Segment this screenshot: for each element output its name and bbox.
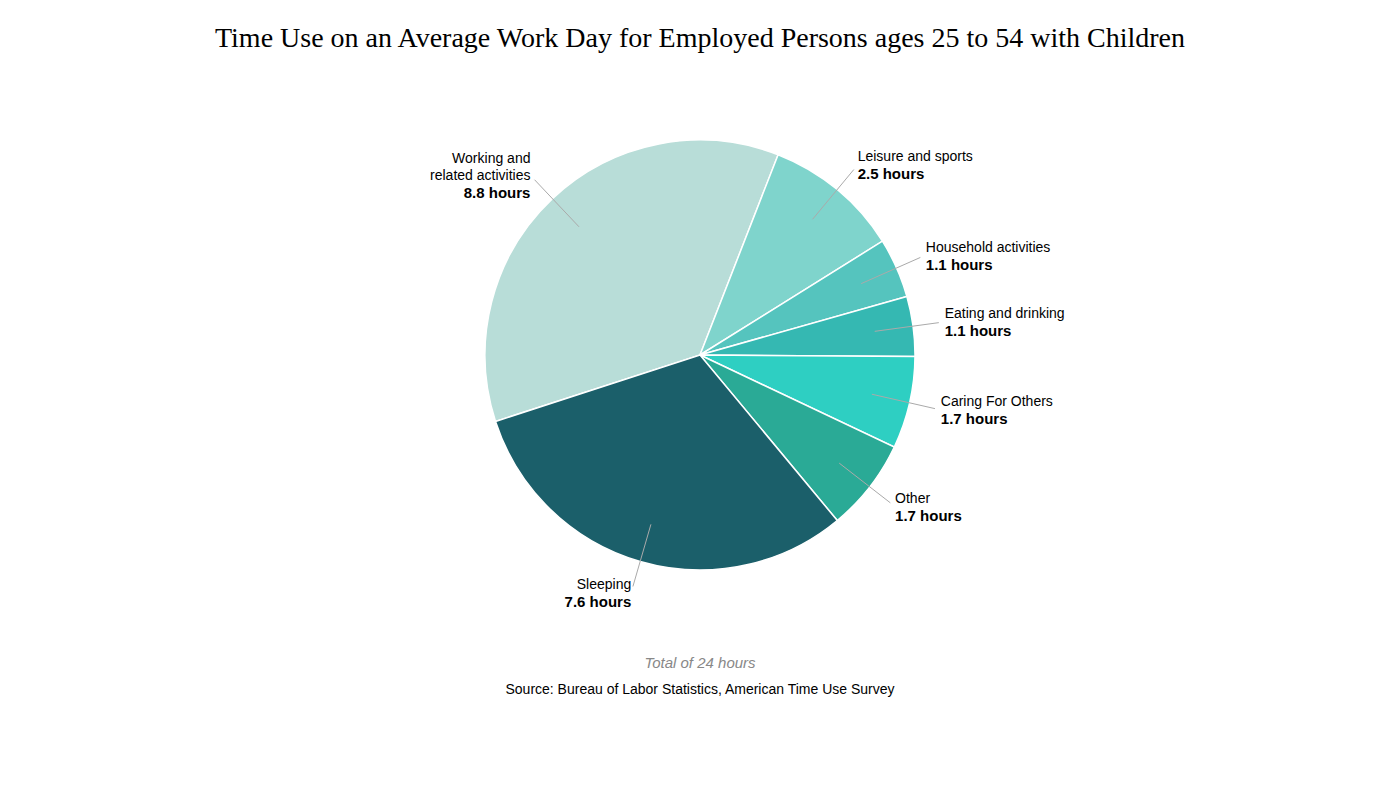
svg-text:Leisure and sports2.5 hours: Leisure and sports2.5 hours xyxy=(858,148,973,182)
svg-text:Other1.7 hours: Other1.7 hours xyxy=(895,490,962,524)
html-text:Total of 24 hours: Total of 24 hours xyxy=(644,654,756,671)
svg-text:Eating and drinking1.1 hours: Eating and drinking1.1 hours xyxy=(945,305,1065,339)
svg-text:Household activities1.1 hours: Household activities1.1 hours xyxy=(926,239,1051,272)
svg-text:Working andrelated activities8: Working andrelated activities8.8 hours xyxy=(430,150,530,201)
svg-text:Sleeping7.6 hours: Sleeping7.6 hours xyxy=(565,576,632,610)
svg-text:Caring For Others1.7 hours: Caring For Others1.7 hours xyxy=(941,393,1053,427)
html-text:Time Use on an Average Work Da: Time Use on an Average Work Day for Empl… xyxy=(215,22,1185,53)
html-text:Source: Bureau of Labor Statis: Source: Bureau of Labor Statistics, Amer… xyxy=(505,681,895,697)
